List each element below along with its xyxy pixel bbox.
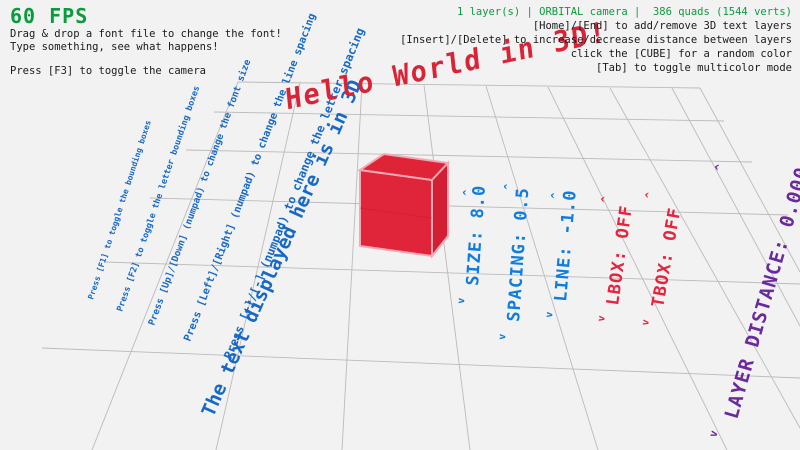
fps-counter: 60 FPS [10, 4, 89, 28]
hud-hint-camera: Press [F3] to toggle the camera [10, 65, 206, 77]
hud-hint-cube-color: click the [CUBE] for a random color [570, 48, 792, 60]
chevron-down-icon: v [456, 296, 467, 304]
hud-right: 1 layer(s) | ORBITAL camera | 386 quads … [400, 5, 792, 75]
chevron-up-icon: ^ [550, 191, 562, 199]
hud-hint-multicolor: [Tab] to toggle multicolor mode [596, 62, 792, 74]
hud-stats: 1 layer(s) | ORBITAL camera | 386 quads … [456, 6, 792, 18]
cube-edge [359, 207, 433, 219]
chevron-down-icon: v [596, 314, 608, 322]
chevron-down-icon: v [544, 310, 556, 318]
chevron-down-icon: v [640, 318, 652, 327]
cube-right-face[interactable] [431, 160, 449, 259]
hud-hint-layers: [Home]/[End] to add/remove 3D text layer… [532, 20, 792, 32]
chevron-up-icon: ^ [503, 182, 514, 190]
chevron-up-icon: ^ [462, 188, 473, 196]
chevron-up-icon: ^ [600, 195, 612, 203]
hud-hint-type: Type something, see what happens! [10, 41, 219, 53]
hud-hint-drop-font: Drag & drop a font file to change the fo… [10, 28, 282, 40]
chevron-down-icon: v [497, 332, 508, 340]
hud-spacer [10, 54, 282, 65]
chevron-up-icon: ^ [712, 162, 727, 173]
hud-hint-distance: [Insert]/[Delete] to increase/decrease d… [400, 34, 792, 46]
chevron-up-icon: ^ [644, 191, 656, 200]
hud-left: 60 FPS Drag & drop a font file to change… [10, 4, 282, 78]
chevron-down-icon: v [706, 428, 721, 439]
